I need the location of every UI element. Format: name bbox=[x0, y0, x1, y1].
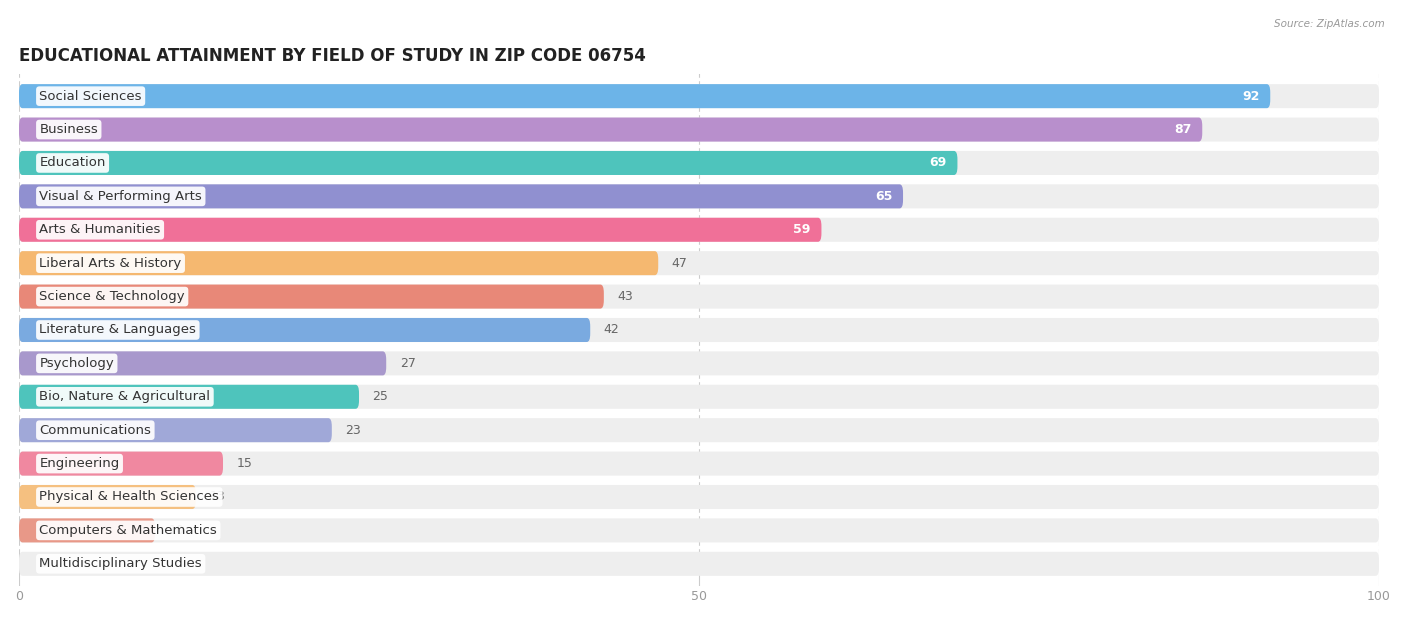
FancyBboxPatch shape bbox=[20, 184, 1379, 208]
FancyBboxPatch shape bbox=[20, 485, 195, 509]
FancyBboxPatch shape bbox=[20, 251, 658, 275]
Text: 47: 47 bbox=[672, 257, 688, 269]
Text: 23: 23 bbox=[346, 423, 361, 437]
FancyBboxPatch shape bbox=[20, 151, 1379, 175]
FancyBboxPatch shape bbox=[20, 418, 1379, 442]
FancyBboxPatch shape bbox=[20, 551, 1379, 576]
FancyBboxPatch shape bbox=[20, 318, 591, 342]
Text: EDUCATIONAL ATTAINMENT BY FIELD OF STUDY IN ZIP CODE 06754: EDUCATIONAL ATTAINMENT BY FIELD OF STUDY… bbox=[20, 47, 645, 64]
FancyBboxPatch shape bbox=[20, 117, 1379, 141]
FancyBboxPatch shape bbox=[20, 318, 1379, 342]
Text: 43: 43 bbox=[617, 290, 633, 303]
Text: 59: 59 bbox=[793, 223, 810, 236]
Text: Bio, Nature & Agricultural: Bio, Nature & Agricultural bbox=[39, 391, 211, 403]
Text: Education: Education bbox=[39, 156, 105, 170]
Text: Computers & Mathematics: Computers & Mathematics bbox=[39, 524, 217, 537]
FancyBboxPatch shape bbox=[20, 285, 603, 309]
FancyBboxPatch shape bbox=[20, 452, 224, 476]
Text: 42: 42 bbox=[603, 324, 620, 336]
FancyBboxPatch shape bbox=[20, 117, 1202, 141]
Text: Business: Business bbox=[39, 123, 98, 136]
Text: 25: 25 bbox=[373, 391, 388, 403]
FancyBboxPatch shape bbox=[20, 452, 1379, 476]
FancyBboxPatch shape bbox=[20, 218, 1379, 242]
Text: 27: 27 bbox=[399, 357, 416, 370]
FancyBboxPatch shape bbox=[20, 385, 359, 409]
Text: Literature & Languages: Literature & Languages bbox=[39, 324, 197, 336]
Text: Multidisciplinary Studies: Multidisciplinary Studies bbox=[39, 557, 202, 570]
Text: Source: ZipAtlas.com: Source: ZipAtlas.com bbox=[1274, 19, 1385, 29]
Text: Arts & Humanities: Arts & Humanities bbox=[39, 223, 160, 236]
Text: Communications: Communications bbox=[39, 423, 152, 437]
Text: 10: 10 bbox=[169, 524, 184, 537]
Text: Liberal Arts & History: Liberal Arts & History bbox=[39, 257, 181, 269]
Text: Social Sciences: Social Sciences bbox=[39, 90, 142, 103]
Text: 65: 65 bbox=[875, 190, 893, 203]
Text: 69: 69 bbox=[929, 156, 946, 170]
FancyBboxPatch shape bbox=[20, 351, 387, 375]
FancyBboxPatch shape bbox=[20, 184, 903, 208]
Text: Psychology: Psychology bbox=[39, 357, 114, 370]
FancyBboxPatch shape bbox=[20, 151, 957, 175]
Text: Science & Technology: Science & Technology bbox=[39, 290, 186, 303]
FancyBboxPatch shape bbox=[20, 351, 1379, 375]
Text: 13: 13 bbox=[209, 490, 225, 504]
FancyBboxPatch shape bbox=[20, 385, 1379, 409]
FancyBboxPatch shape bbox=[20, 519, 155, 543]
Text: 92: 92 bbox=[1241, 90, 1260, 103]
FancyBboxPatch shape bbox=[20, 418, 332, 442]
Text: Engineering: Engineering bbox=[39, 457, 120, 470]
FancyBboxPatch shape bbox=[20, 519, 1379, 543]
Text: Visual & Performing Arts: Visual & Performing Arts bbox=[39, 190, 202, 203]
Text: Physical & Health Sciences: Physical & Health Sciences bbox=[39, 490, 219, 504]
FancyBboxPatch shape bbox=[20, 285, 1379, 309]
Text: 87: 87 bbox=[1174, 123, 1191, 136]
Text: 0: 0 bbox=[39, 557, 48, 570]
FancyBboxPatch shape bbox=[20, 218, 821, 242]
Text: 15: 15 bbox=[236, 457, 253, 470]
FancyBboxPatch shape bbox=[20, 84, 1270, 108]
FancyBboxPatch shape bbox=[20, 485, 1379, 509]
FancyBboxPatch shape bbox=[20, 84, 1379, 108]
FancyBboxPatch shape bbox=[20, 251, 1379, 275]
